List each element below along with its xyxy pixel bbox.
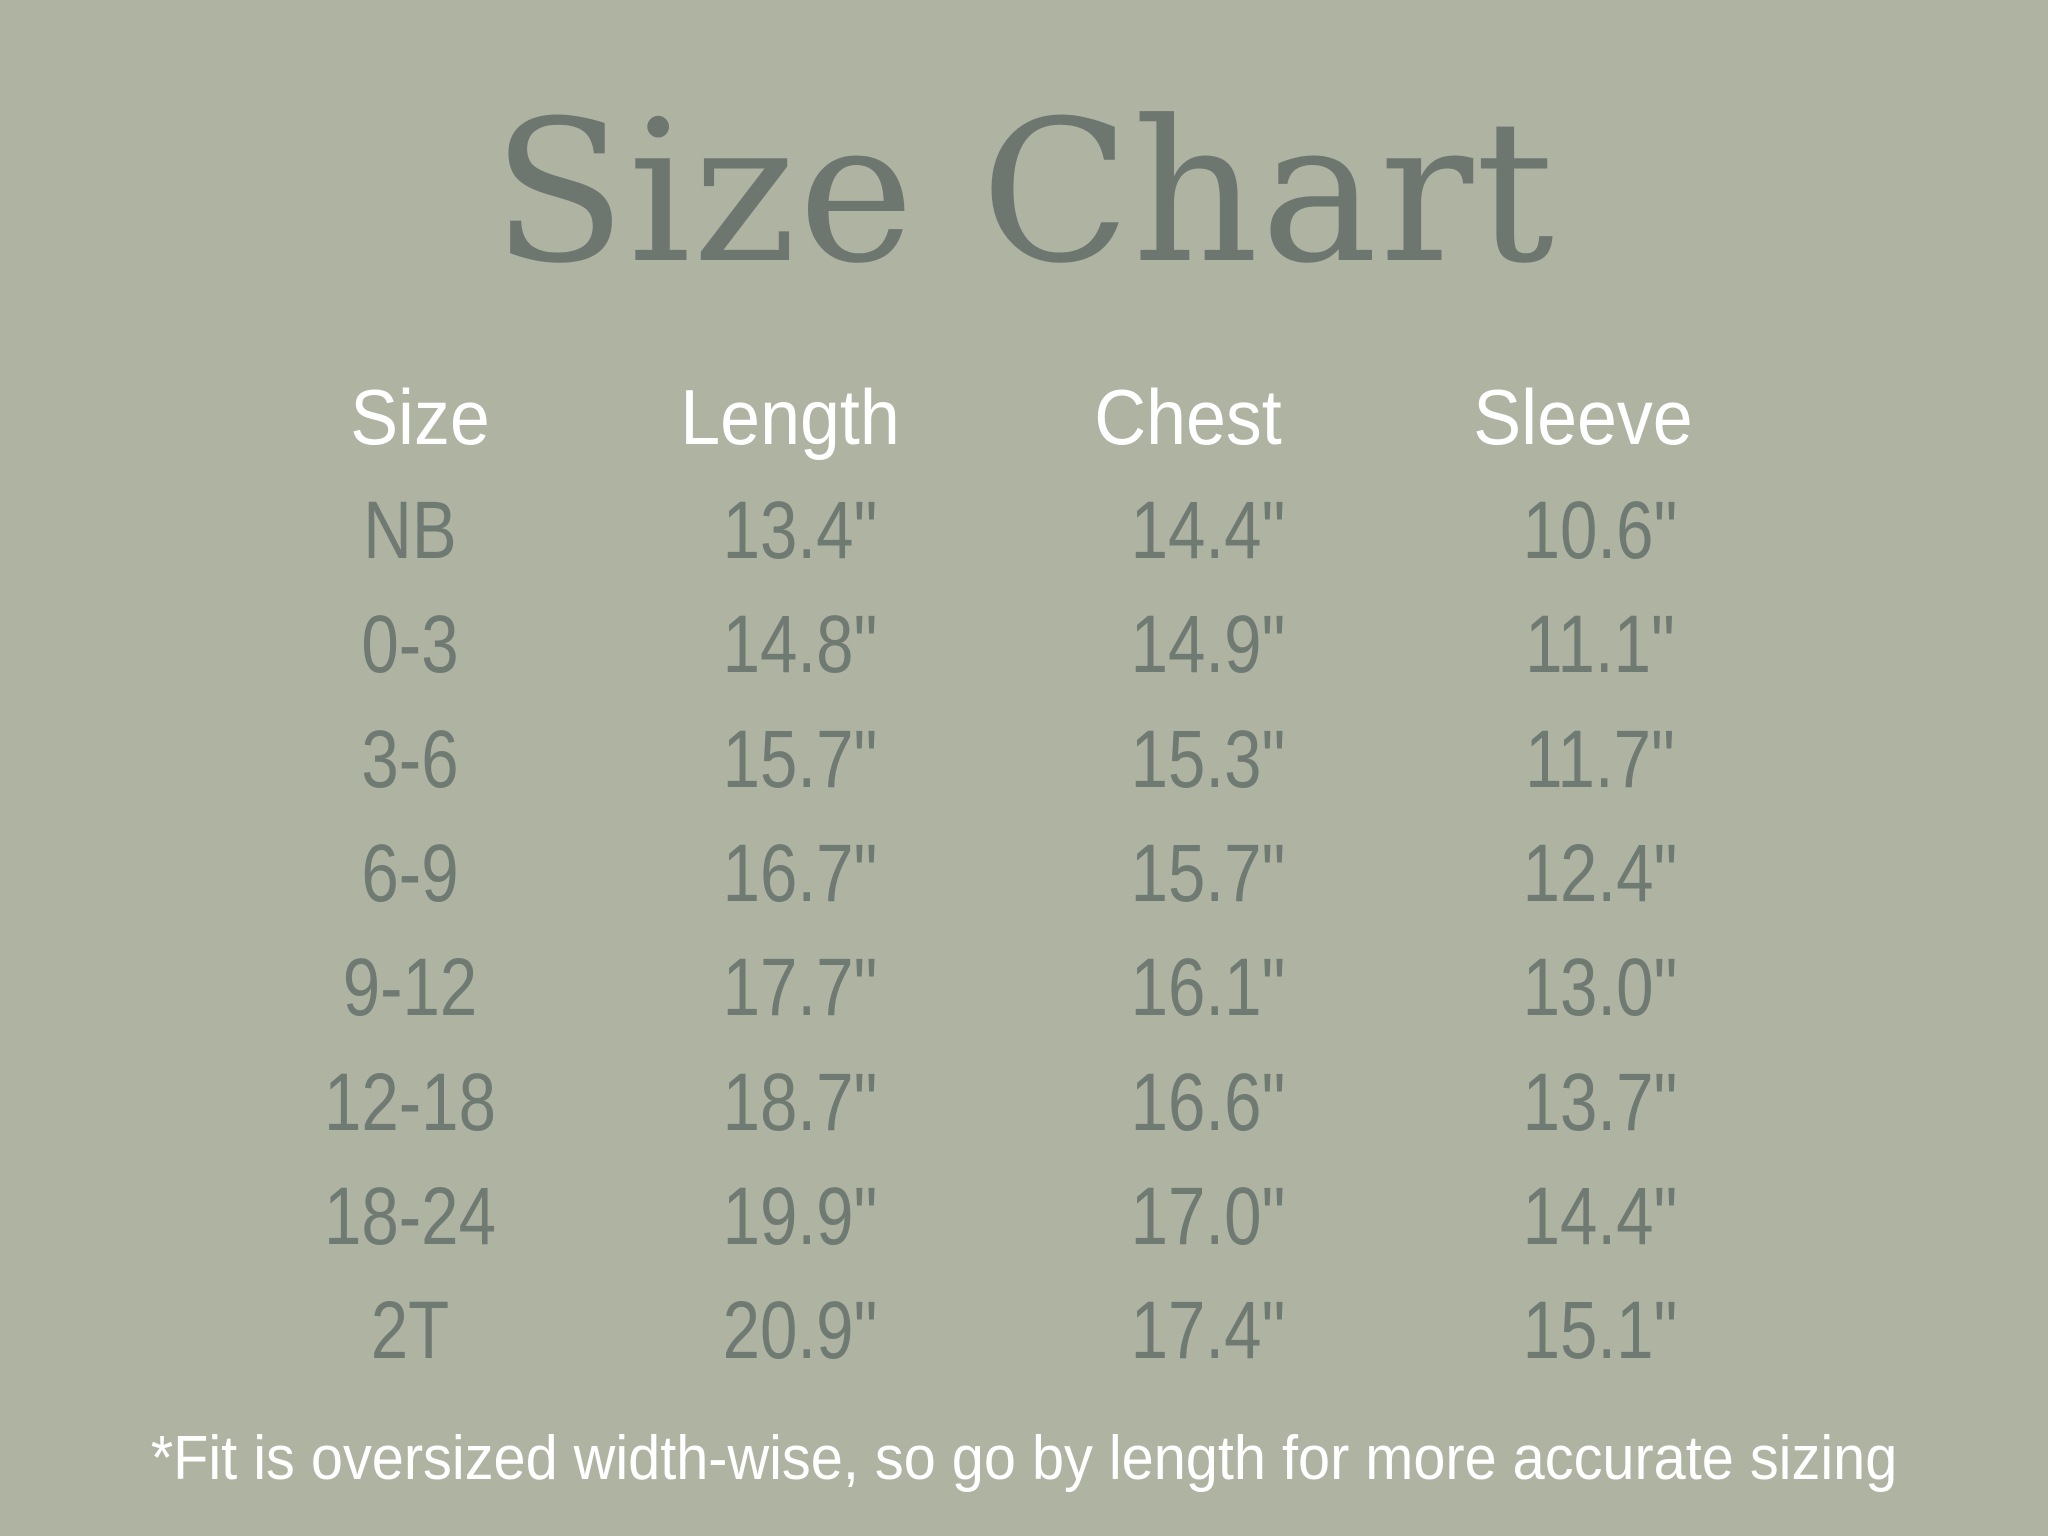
cell-length: 17.7": [722, 942, 878, 1034]
cell-sleeve: 11.7": [1525, 713, 1675, 805]
cell-length: 13.4": [722, 485, 878, 576]
column-header-sleeve: Sleeve: [1473, 373, 1693, 461]
cell-chest: 14.4": [1130, 485, 1286, 576]
cell-chest: 15.3": [1130, 713, 1286, 805]
cell-length: 18.7": [722, 1056, 878, 1148]
cell-chest: 15.7": [1130, 827, 1286, 919]
cell-size: 6-9: [361, 827, 459, 919]
cell-chest: 14.9": [1130, 599, 1286, 691]
cell-length: 14.8": [722, 599, 878, 691]
cell-sleeve: 13.0": [1522, 942, 1678, 1034]
cell-size: 2T: [370, 1285, 450, 1377]
cell-sleeve: 13.7": [1522, 1056, 1678, 1148]
cell-chest: 17.4": [1130, 1285, 1286, 1377]
cell-sleeve: 11.1": [1525, 599, 1675, 691]
cell-sleeve: 10.6": [1522, 485, 1678, 576]
cell-size: 3-6: [361, 713, 459, 805]
cell-sleeve: 12.4": [1522, 827, 1678, 919]
cell-size: 18-24: [324, 1170, 496, 1262]
cell-length: 15.7": [722, 713, 878, 805]
cell-size: 12-18: [324, 1056, 496, 1148]
footnote: *Fit is oversized width-wise, so go by l…: [150, 1424, 1898, 1493]
cell-size: 9-12: [342, 942, 478, 1034]
cell-chest: 16.6": [1130, 1056, 1286, 1148]
cell-sleeve: 15.1": [1522, 1285, 1678, 1377]
cell-length: 16.7": [722, 827, 878, 919]
cell-size: NB: [363, 485, 457, 576]
column-header-length: Length: [680, 373, 900, 461]
column-header-size: Size: [350, 373, 490, 461]
cell-chest: 17.0": [1130, 1170, 1286, 1262]
cell-size: 0-3: [361, 599, 459, 691]
cell-length: 20.9": [722, 1285, 878, 1377]
column-header-chest: Chest: [1094, 373, 1282, 461]
cell-chest: 16.1": [1130, 942, 1286, 1034]
page-title: Size Chart: [491, 79, 1557, 307]
cell-sleeve: 14.4": [1522, 1170, 1678, 1262]
cell-length: 19.9": [722, 1170, 878, 1262]
